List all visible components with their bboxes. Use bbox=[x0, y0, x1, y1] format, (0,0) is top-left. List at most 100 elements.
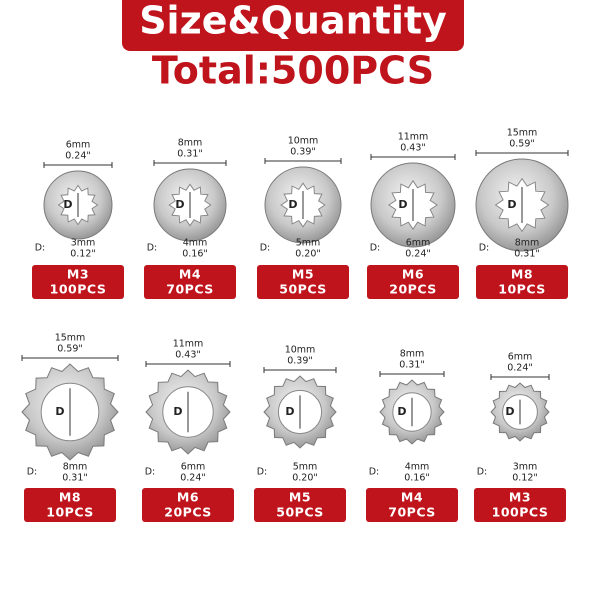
size-tag bbox=[32, 265, 124, 299]
inner-prefix: D: bbox=[477, 467, 488, 478]
inner-inch: 0.31" bbox=[514, 249, 540, 260]
quantity-label: 10PCS bbox=[498, 282, 545, 297]
quantity-label: 50PCS bbox=[276, 505, 323, 520]
inner-prefix: D: bbox=[257, 467, 268, 478]
outer-mm: 11mm bbox=[398, 132, 429, 143]
inner-inch: 0.24" bbox=[180, 473, 206, 484]
outer-mm: 11mm bbox=[173, 339, 204, 350]
total: Total:500PCS bbox=[152, 49, 434, 93]
inner-mm: 8mm bbox=[515, 238, 540, 249]
inner-mm: 3mm bbox=[513, 462, 538, 473]
inner-inch: 0.12" bbox=[70, 249, 96, 260]
inner-prefix: D: bbox=[147, 243, 158, 254]
inner-mm: 6mm bbox=[181, 462, 206, 473]
outer-mm: 15mm bbox=[507, 128, 538, 139]
outer-mm: 10mm bbox=[285, 345, 316, 356]
outer-mm: 15mm bbox=[55, 333, 86, 344]
inner-inch: 0.24" bbox=[405, 249, 431, 260]
diameter-label: D bbox=[173, 405, 182, 418]
size-tag bbox=[144, 265, 236, 299]
inner-inch: 0.12" bbox=[512, 473, 538, 484]
inner-prefix: D: bbox=[27, 467, 38, 478]
outer-mm: 6mm bbox=[508, 352, 533, 363]
size-tag bbox=[476, 265, 568, 299]
diameter-label: D bbox=[63, 198, 72, 211]
diameter-label: D bbox=[505, 405, 514, 418]
inner-inch: 0.20" bbox=[295, 249, 321, 260]
outer-inch: 0.39" bbox=[290, 147, 316, 158]
inner-mm: 8mm bbox=[63, 462, 88, 473]
quantity-label: 100PCS bbox=[492, 505, 549, 520]
quantity-label: 10PCS bbox=[46, 505, 93, 520]
outer-mm: 10mm bbox=[288, 136, 319, 147]
inner-inch: 0.16" bbox=[404, 473, 430, 484]
inner-prefix: D: bbox=[370, 243, 381, 254]
outer-inch: 0.39" bbox=[287, 356, 313, 367]
inner-prefix: D: bbox=[369, 467, 380, 478]
quantity-label: 100PCS bbox=[50, 282, 107, 297]
inner-mm: 4mm bbox=[183, 238, 208, 249]
size-tag bbox=[142, 488, 234, 522]
outer-inch: 0.43" bbox=[400, 143, 426, 154]
diameter-label: D bbox=[507, 198, 516, 211]
size-tag bbox=[257, 265, 349, 299]
outer-inch: 0.59" bbox=[509, 139, 535, 150]
inner-prefix: D: bbox=[479, 243, 490, 254]
size-label: M3 bbox=[67, 267, 89, 282]
quantity-label: 20PCS bbox=[389, 282, 436, 297]
size-tag bbox=[254, 488, 346, 522]
outer-inch: 0.43" bbox=[175, 350, 201, 361]
outer-inch: 0.31" bbox=[399, 360, 425, 371]
size-tag bbox=[474, 488, 566, 522]
size-label: M6 bbox=[177, 490, 199, 505]
size-tag bbox=[367, 265, 459, 299]
inner-mm: 3mm bbox=[71, 238, 96, 249]
title: Size&Quantity bbox=[139, 0, 447, 43]
quantity-label: 70PCS bbox=[166, 282, 213, 297]
size-label: M3 bbox=[509, 490, 531, 505]
outer-mm: 8mm bbox=[178, 138, 203, 149]
diameter-label: D bbox=[55, 405, 64, 418]
inner-mm: 4mm bbox=[405, 462, 430, 473]
diameter-label: D bbox=[397, 405, 406, 418]
quantity-label: 20PCS bbox=[164, 505, 211, 520]
outer-inch: 0.24" bbox=[507, 363, 533, 374]
diameter-label: D bbox=[285, 405, 294, 418]
size-label: M4 bbox=[179, 267, 201, 282]
outer-inch: 0.31" bbox=[177, 149, 203, 160]
outer-mm: 8mm bbox=[400, 349, 425, 360]
inner-inch: 0.20" bbox=[292, 473, 318, 484]
inner-mm: 6mm bbox=[406, 238, 431, 249]
size-label: M5 bbox=[292, 267, 314, 282]
inner-prefix: D: bbox=[145, 467, 156, 478]
outer-mm: 6mm bbox=[66, 140, 91, 151]
diameter-label: D bbox=[175, 198, 184, 211]
title-banner bbox=[122, 0, 464, 51]
inner-mm: 5mm bbox=[293, 462, 318, 473]
outer-inch: 0.59" bbox=[57, 344, 83, 355]
size-label: M6 bbox=[402, 267, 424, 282]
inner-prefix: D: bbox=[260, 243, 271, 254]
outer-inch: 0.24" bbox=[65, 151, 91, 162]
size-tag bbox=[24, 488, 116, 522]
inner-prefix: D: bbox=[35, 243, 46, 254]
size-label: M4 bbox=[401, 490, 423, 505]
inner-mm: 5mm bbox=[296, 238, 321, 249]
quantity-label: 70PCS bbox=[388, 505, 435, 520]
inner-inch: 0.16" bbox=[182, 249, 208, 260]
diameter-label: D bbox=[288, 198, 297, 211]
size-label: M8 bbox=[59, 490, 81, 505]
inner-inch: 0.31" bbox=[62, 473, 88, 484]
quantity-label: 50PCS bbox=[279, 282, 326, 297]
